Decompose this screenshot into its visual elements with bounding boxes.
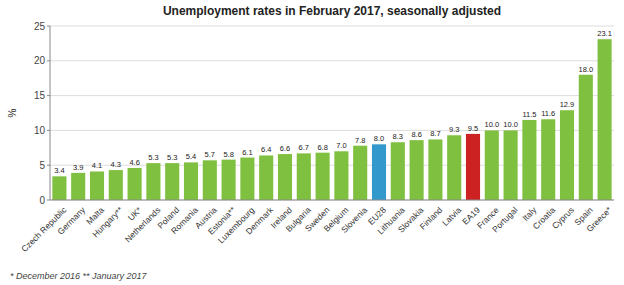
y-tick-label: 20 xyxy=(34,55,46,66)
bar xyxy=(485,130,499,200)
data-label: 6.8 xyxy=(317,143,327,152)
bar xyxy=(391,142,405,200)
data-label: 6.4 xyxy=(261,145,271,154)
bar xyxy=(541,119,555,200)
y-axis-line xyxy=(50,26,51,200)
bar xyxy=(52,176,66,200)
data-label: 4.6 xyxy=(129,158,139,167)
data-label: 7.8 xyxy=(355,136,365,145)
bar xyxy=(128,168,142,200)
bar xyxy=(504,130,518,200)
bar xyxy=(353,146,367,200)
data-label: 4.3 xyxy=(111,160,121,169)
bar xyxy=(146,163,160,200)
bar xyxy=(372,144,386,200)
footnote: * December 2016 ** January 2017 xyxy=(10,271,148,281)
data-label: 5.8 xyxy=(223,150,233,159)
data-label: 23.1 xyxy=(597,29,612,38)
bar xyxy=(222,160,236,200)
bar xyxy=(466,134,480,200)
bar xyxy=(560,110,574,200)
data-label: 10.0 xyxy=(484,120,499,129)
data-label: 5.3 xyxy=(148,153,158,162)
y-tick-label: 10 xyxy=(34,125,46,136)
bar xyxy=(522,120,536,200)
bar xyxy=(428,139,442,200)
data-label: 8.0 xyxy=(374,134,384,143)
grid-line xyxy=(50,95,614,96)
data-label: 5.4 xyxy=(186,152,196,161)
bar xyxy=(109,170,123,200)
x-tick-label: Greece* xyxy=(584,204,614,234)
y-tick-label: 25 xyxy=(34,21,46,32)
data-label: 11.6 xyxy=(541,109,555,118)
bars xyxy=(52,39,611,200)
x-axis-line xyxy=(50,200,614,201)
data-label: 18.0 xyxy=(578,65,593,74)
title: Unemployment rates in February 2017, sea… xyxy=(163,4,501,18)
bar xyxy=(71,173,85,200)
bar xyxy=(165,163,179,200)
data-label: 8.6 xyxy=(411,130,421,139)
bar xyxy=(579,75,593,200)
x-tick-label: Portugal xyxy=(490,205,520,235)
data-label: 3.9 xyxy=(73,163,83,172)
bar xyxy=(297,153,311,200)
grid-line xyxy=(50,26,614,27)
data-label: 7.0 xyxy=(336,141,346,150)
y-tick-label: 15 xyxy=(34,90,46,101)
bar xyxy=(447,135,461,200)
grid-line xyxy=(50,60,614,61)
data-label: 6.7 xyxy=(299,143,309,152)
bar xyxy=(598,39,612,200)
data-labels: 3.4 3.9 4.1 4.3 4.6 5.3 5.3 5.4 5.7 5.8 6.1 6.4 6.6 6… xyxy=(54,29,612,175)
data-label: 12.9 xyxy=(560,100,575,109)
y-tick-label: 5 xyxy=(39,160,45,171)
data-label: 6.1 xyxy=(242,148,252,157)
bar xyxy=(278,154,292,200)
y-tick-label: 0 xyxy=(39,195,45,206)
data-label: 4.1 xyxy=(92,161,102,170)
data-label: 8.3 xyxy=(393,132,403,141)
y-axis-label: % xyxy=(7,108,18,117)
grid-line xyxy=(50,200,614,201)
x-tick-label: Latvia xyxy=(440,205,463,228)
data-label: 9.5 xyxy=(468,124,478,133)
data-label: 10.0 xyxy=(503,120,518,129)
bar xyxy=(240,158,254,200)
data-label: 3.4 xyxy=(54,166,64,175)
data-label: 5.3 xyxy=(167,153,177,162)
bar xyxy=(184,162,198,200)
bar xyxy=(334,151,348,200)
grid xyxy=(50,26,614,200)
data-label: 5.7 xyxy=(205,150,215,159)
x-tick-label: Hungary** xyxy=(90,204,125,239)
data-label: 8.7 xyxy=(430,129,440,138)
data-label: 11.5 xyxy=(522,110,536,119)
bar xyxy=(410,140,424,200)
bar xyxy=(316,153,330,200)
x-tick-label: Germany xyxy=(55,204,87,236)
bar xyxy=(259,155,273,200)
chart: Unemployment rates in February 2017, sea… xyxy=(0,0,624,285)
x-tick-label: Finland xyxy=(418,205,445,232)
bar xyxy=(203,160,217,200)
data-label: 6.6 xyxy=(280,144,290,153)
data-label: 9.3 xyxy=(449,125,459,134)
x-tick-label: Cyprus xyxy=(550,205,576,231)
bar xyxy=(90,171,104,200)
